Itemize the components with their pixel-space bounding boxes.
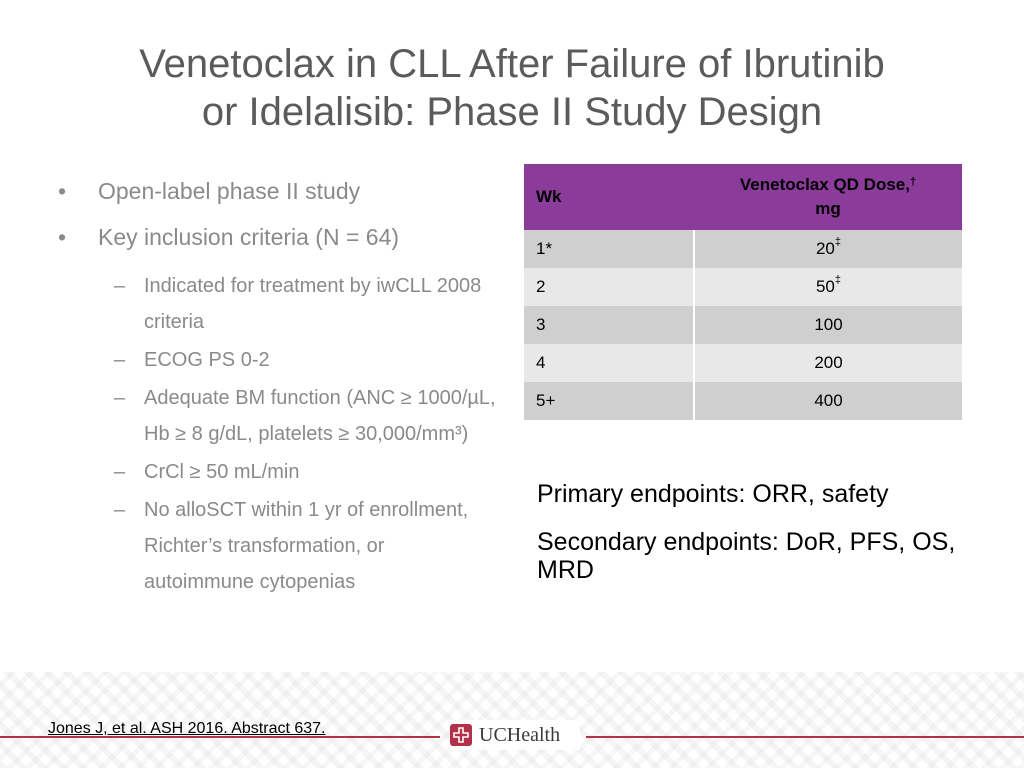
dose-table: Wk Venetoclax QD Dose,† mg 1* 20‡ 2 50‡ … <box>524 164 962 420</box>
cross-icon <box>453 727 469 743</box>
table-row: 4 200 <box>524 344 962 382</box>
table-header-row: Wk Venetoclax QD Dose,† mg <box>524 164 962 230</box>
footnote-mark: ‡ <box>834 274 842 286</box>
uchealth-cross-icon <box>450 724 472 746</box>
sub-bullet-text: ECOG PS 0-2 <box>144 349 270 371</box>
header-dose-unit: mg <box>815 199 841 218</box>
table-row: 5+ 400 <box>524 382 962 420</box>
bullet-list: • Open-label phase II study • Key inclus… <box>58 176 498 602</box>
reference-citation: Jones J, et al. ASH 2016. Abstract 637. <box>48 720 326 737</box>
secondary-endpoints: Secondary endpoints: DoR, PFS, OS, MRD <box>537 528 956 584</box>
cell-week: 1* <box>524 230 695 268</box>
sub-bullet-text: No alloSCT within 1 yr of enrollment, Ri… <box>144 499 469 593</box>
title-line-2: or Idelalisib: Phase II Study Design <box>201 90 823 134</box>
footer-rule-left <box>0 736 440 738</box>
cell-dose: 50‡ <box>694 268 962 306</box>
sub-bullet-item: – Indicated for treatment by iwCLL 2008 … <box>58 268 498 340</box>
bullet-glyph: • <box>58 178 67 204</box>
header-dose: Venetoclax QD Dose,† mg <box>694 164 962 230</box>
bullet-text: Key inclusion criteria (N = 64) <box>98 224 400 250</box>
cell-dose: 100 <box>694 306 962 344</box>
cell-dose: 200 <box>694 344 962 382</box>
dash-glyph: – <box>114 275 126 297</box>
sub-bullet-item: – CrCl ≥ 50 mL/min <box>58 454 498 490</box>
table-row: 3 100 <box>524 306 962 344</box>
bullet-item: • Key inclusion criteria (N = 64) <box>58 222 498 252</box>
cell-week: 3 <box>524 306 695 344</box>
cell-week: 2 <box>524 268 695 306</box>
dash-glyph: – <box>114 387 126 409</box>
sub-bullet-item: – No alloSCT within 1 yr of enrollment, … <box>58 492 498 600</box>
cell-dose: 400 <box>694 382 962 420</box>
sub-bullet-item: – ECOG PS 0-2 <box>58 342 498 378</box>
dose-value: 200 <box>814 353 843 372</box>
sub-bullet-text: Indicated for treatment by iwCLL 2008 cr… <box>144 275 482 333</box>
cell-week: 4 <box>524 344 695 382</box>
logo-text: UCHealth <box>479 723 561 746</box>
footnote-mark: ‡ <box>834 236 842 248</box>
dagger-mark: † <box>909 176 917 188</box>
footer-rule-right <box>586 736 1024 738</box>
title-line-1: Venetoclax in CLL After Failure of Ibrut… <box>139 42 885 86</box>
dose-value: 400 <box>814 391 843 410</box>
uchealth-logo: UCHealth <box>450 720 580 750</box>
cell-week: 5+ <box>524 382 695 420</box>
header-dose-label: Venetoclax QD Dose, <box>739 175 910 194</box>
table-row: 2 50‡ <box>524 268 962 306</box>
sub-bullet-text: CrCl ≥ 50 mL/min <box>144 461 300 483</box>
dash-glyph: – <box>114 461 126 483</box>
bullet-glyph: • <box>58 224 67 250</box>
sub-bullet-item: – Adequate BM function (ANC ≥ 1000/µL, H… <box>58 380 498 452</box>
sub-bullet-text: Adequate BM function (ANC ≥ 1000/µL, Hb … <box>144 387 496 445</box>
dose-value: 100 <box>814 315 843 334</box>
dose-value: 20 <box>815 239 835 258</box>
dash-glyph: – <box>114 499 126 521</box>
header-wk: Wk <box>524 164 694 230</box>
bullet-item: • Open-label phase II study <box>58 176 498 206</box>
endpoints: Primary endpoints: ORR, safety Secondary… <box>537 480 977 604</box>
table-row: 1* 20‡ <box>524 230 962 268</box>
cell-dose: 20‡ <box>694 230 962 268</box>
bullet-text: Open-label phase II study <box>98 178 361 204</box>
primary-endpoints: Primary endpoints: ORR, safety <box>537 480 889 508</box>
dash-glyph: – <box>114 349 126 371</box>
dose-value: 50 <box>815 277 835 296</box>
slide-title: Venetoclax in CLL After Failure of Ibrut… <box>40 40 984 136</box>
